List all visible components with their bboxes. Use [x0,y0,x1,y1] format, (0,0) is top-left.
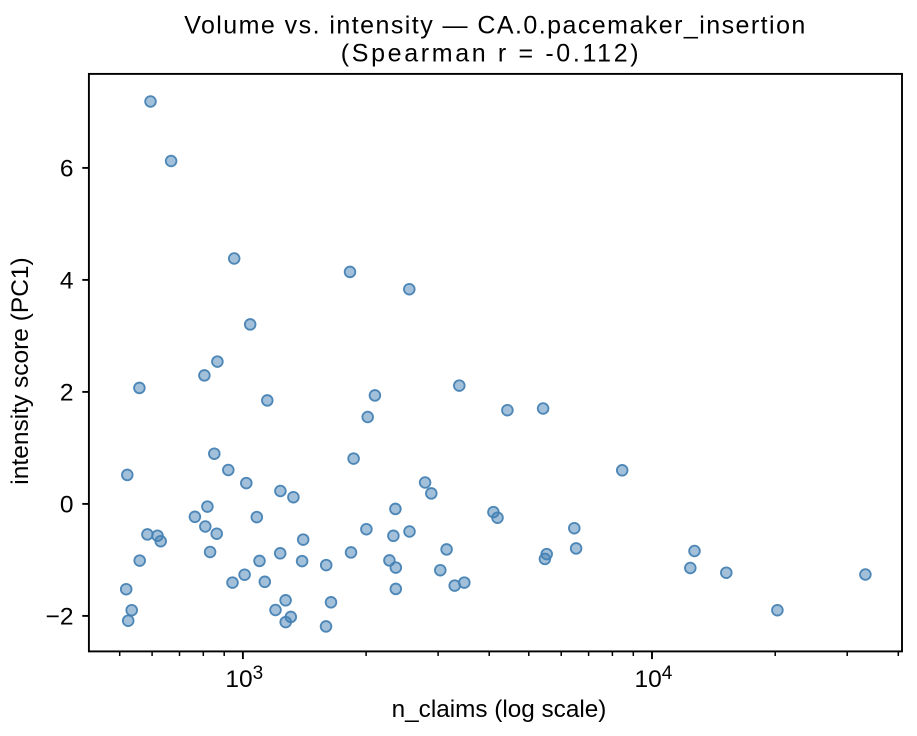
svg-text:intensity score (PC1): intensity score (PC1) [7,257,34,484]
svg-text:−2: −2 [46,603,74,630]
svg-text:2: 2 [60,379,74,406]
svg-text:6: 6 [60,155,74,182]
svg-text:0: 0 [60,491,74,518]
svg-text:(Spearman r = -0.112): (Spearman r = -0.112) [341,39,641,67]
svg-text:Volume vs. intensity — CA.0.pa: Volume vs. intensity — CA.0.pacemaker_in… [184,11,807,39]
svg-text:4: 4 [60,267,74,294]
svg-text:n_claims (log scale): n_claims (log scale) [392,696,607,723]
